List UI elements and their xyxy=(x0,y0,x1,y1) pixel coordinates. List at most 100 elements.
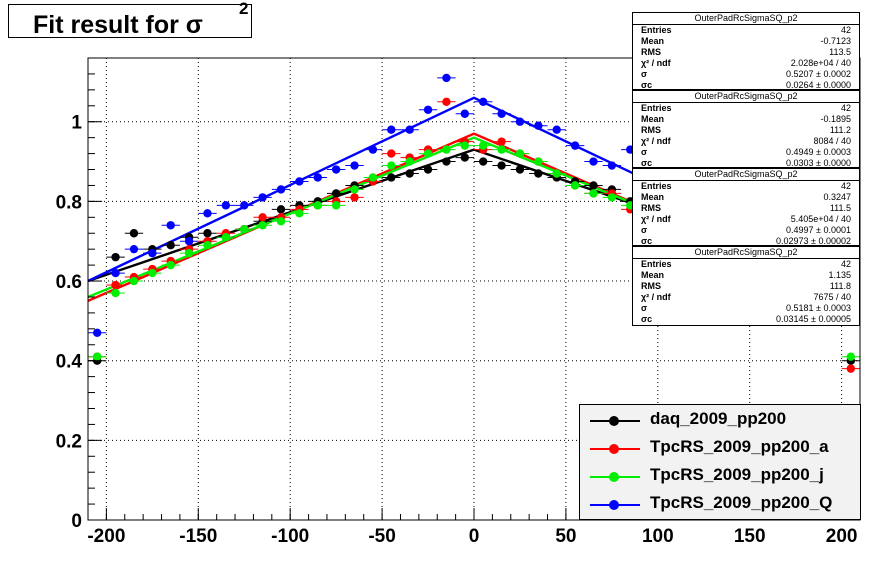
stats-label: σc xyxy=(641,80,653,90)
stats-row: Mean -0.1895 xyxy=(633,114,859,125)
data-point xyxy=(478,157,488,166)
data-point xyxy=(423,149,433,158)
stats-row: σ 0.5181 ± 0.0003 xyxy=(633,303,859,314)
stats-value: 0.0264 ± 0.0000 xyxy=(786,80,851,90)
data-point xyxy=(423,165,433,174)
data-point xyxy=(534,157,543,166)
legend-item: TpcRS_2009_pp200_a xyxy=(580,435,860,463)
stats-label: χ² / ndf xyxy=(641,58,671,68)
stats-row: Entries 42 xyxy=(633,25,859,36)
x-tick-label: -200 xyxy=(87,526,125,547)
stats-value: 0.5207 ± 0.0002 xyxy=(786,69,851,79)
x-tick-label: 150 xyxy=(734,526,766,547)
stats-value: 111.2 xyxy=(829,125,851,135)
stats-box-title: OuterPadRcSigmaSQ_p2 xyxy=(633,169,859,181)
legend-label: TpcRS_2009_pp200_Q xyxy=(650,493,833,512)
data-point xyxy=(405,125,414,134)
data-point xyxy=(460,153,470,162)
data-point xyxy=(184,237,194,246)
data-point xyxy=(166,221,175,230)
stats-value: 113.5 xyxy=(829,47,851,57)
data-point xyxy=(350,193,359,202)
y-tick-label: 0.6 xyxy=(56,272,82,293)
data-point xyxy=(221,233,231,242)
stats-value: 0.5181 ± 0.0003 xyxy=(786,303,851,313)
stats-row: σ 0.4997 ± 0.0001 xyxy=(633,225,859,236)
data-point xyxy=(276,205,286,214)
x-tick-label: -150 xyxy=(179,526,217,547)
legend-item: TpcRS_2009_pp200_Q xyxy=(580,491,860,519)
stats-value: 0.4949 ± 0.0003 xyxy=(786,147,851,157)
stats-box-title: OuterPadRcSigmaSQ_p2 xyxy=(633,13,859,25)
stats-row: χ² / ndf 5.405e+04 / 40 xyxy=(633,214,859,225)
stats-label: σ xyxy=(641,147,648,157)
legend-item: TpcRS_2009_pp200_j xyxy=(580,463,860,491)
stats-row: Entries 42 xyxy=(633,259,859,270)
data-point xyxy=(405,169,414,178)
stats-value: 111.8 xyxy=(829,281,851,291)
stats-label: σ xyxy=(641,69,648,79)
legend-item: daq_2009_pp200 xyxy=(580,407,860,435)
data-point xyxy=(258,213,267,222)
y-tick-label: 0.8 xyxy=(56,192,82,213)
stats-label: χ² / ndf xyxy=(641,136,671,146)
stats-row: σc 0.0303 ± 0.0000 xyxy=(633,158,859,169)
stats-row: Mean 0.3247 xyxy=(633,192,859,203)
stats-box: OuterPadRcSigmaSQ_p2 Entries 42 Mean -0.7123… xyxy=(632,12,860,90)
legend: daq_2009_pp200 TpcRS_2009_pp200_a TpcRS_… xyxy=(579,404,861,520)
data-point xyxy=(387,161,396,170)
stats-row: σc 0.02973 ± 0.00002 xyxy=(633,236,859,247)
x-tick-label: 100 xyxy=(642,526,674,547)
legend-marker xyxy=(609,416,619,426)
stats-value: 42 xyxy=(840,259,851,269)
stats-label: σ xyxy=(641,303,648,313)
data-point xyxy=(295,209,304,218)
data-point xyxy=(148,268,157,278)
data-point xyxy=(111,288,120,298)
data-point xyxy=(846,352,856,361)
data-point xyxy=(534,121,543,130)
stats-row: RMS 111.2 xyxy=(633,125,859,136)
stats-value: -0.7123 xyxy=(820,36,851,46)
data-point xyxy=(203,240,212,250)
data-point xyxy=(497,109,506,118)
stats-value: 0.3247 xyxy=(823,192,851,202)
stats-label: Entries xyxy=(641,181,672,191)
data-point xyxy=(589,157,598,166)
data-point xyxy=(387,125,396,134)
stats-value: -0.1895 xyxy=(820,114,851,124)
data-point xyxy=(350,161,359,170)
y-tick-label: 0 xyxy=(71,511,82,532)
stats-row: χ² / ndf 2.028e+04 / 40 xyxy=(633,58,859,69)
stats-row: RMS 113.5 xyxy=(633,47,859,58)
stats-value: 1.135 xyxy=(828,270,851,280)
stats-value: 0.0303 ± 0.0000 xyxy=(786,158,851,168)
data-point xyxy=(368,145,378,154)
stats-row: Entries 42 xyxy=(633,103,859,114)
stats-label: σc xyxy=(641,314,653,324)
data-point xyxy=(111,268,120,278)
x-tick-label: -50 xyxy=(368,526,395,547)
data-point xyxy=(258,221,267,230)
legend-marker xyxy=(609,500,619,510)
data-point xyxy=(331,201,341,210)
stats-label: Mean xyxy=(641,36,665,46)
chart-title: Fit result for σ xyxy=(33,11,203,39)
data-point xyxy=(515,165,525,174)
data-point xyxy=(442,157,451,166)
data-point xyxy=(387,149,396,158)
data-point xyxy=(166,240,175,250)
data-point xyxy=(478,97,488,107)
data-point xyxy=(111,252,120,262)
stats-label: Mean xyxy=(641,114,665,124)
data-point xyxy=(515,117,525,126)
data-point xyxy=(129,276,139,286)
stats-label: χ² / ndf xyxy=(641,214,671,224)
stats-row: Entries 42 xyxy=(633,181,859,192)
data-point xyxy=(589,181,598,190)
data-point xyxy=(552,125,561,134)
title-box: Fit result for σ 2 xyxy=(8,0,252,39)
legend-label: TpcRS_2009_pp200_a xyxy=(650,437,829,456)
stats-label: σc xyxy=(641,236,653,246)
data-point xyxy=(331,189,341,198)
